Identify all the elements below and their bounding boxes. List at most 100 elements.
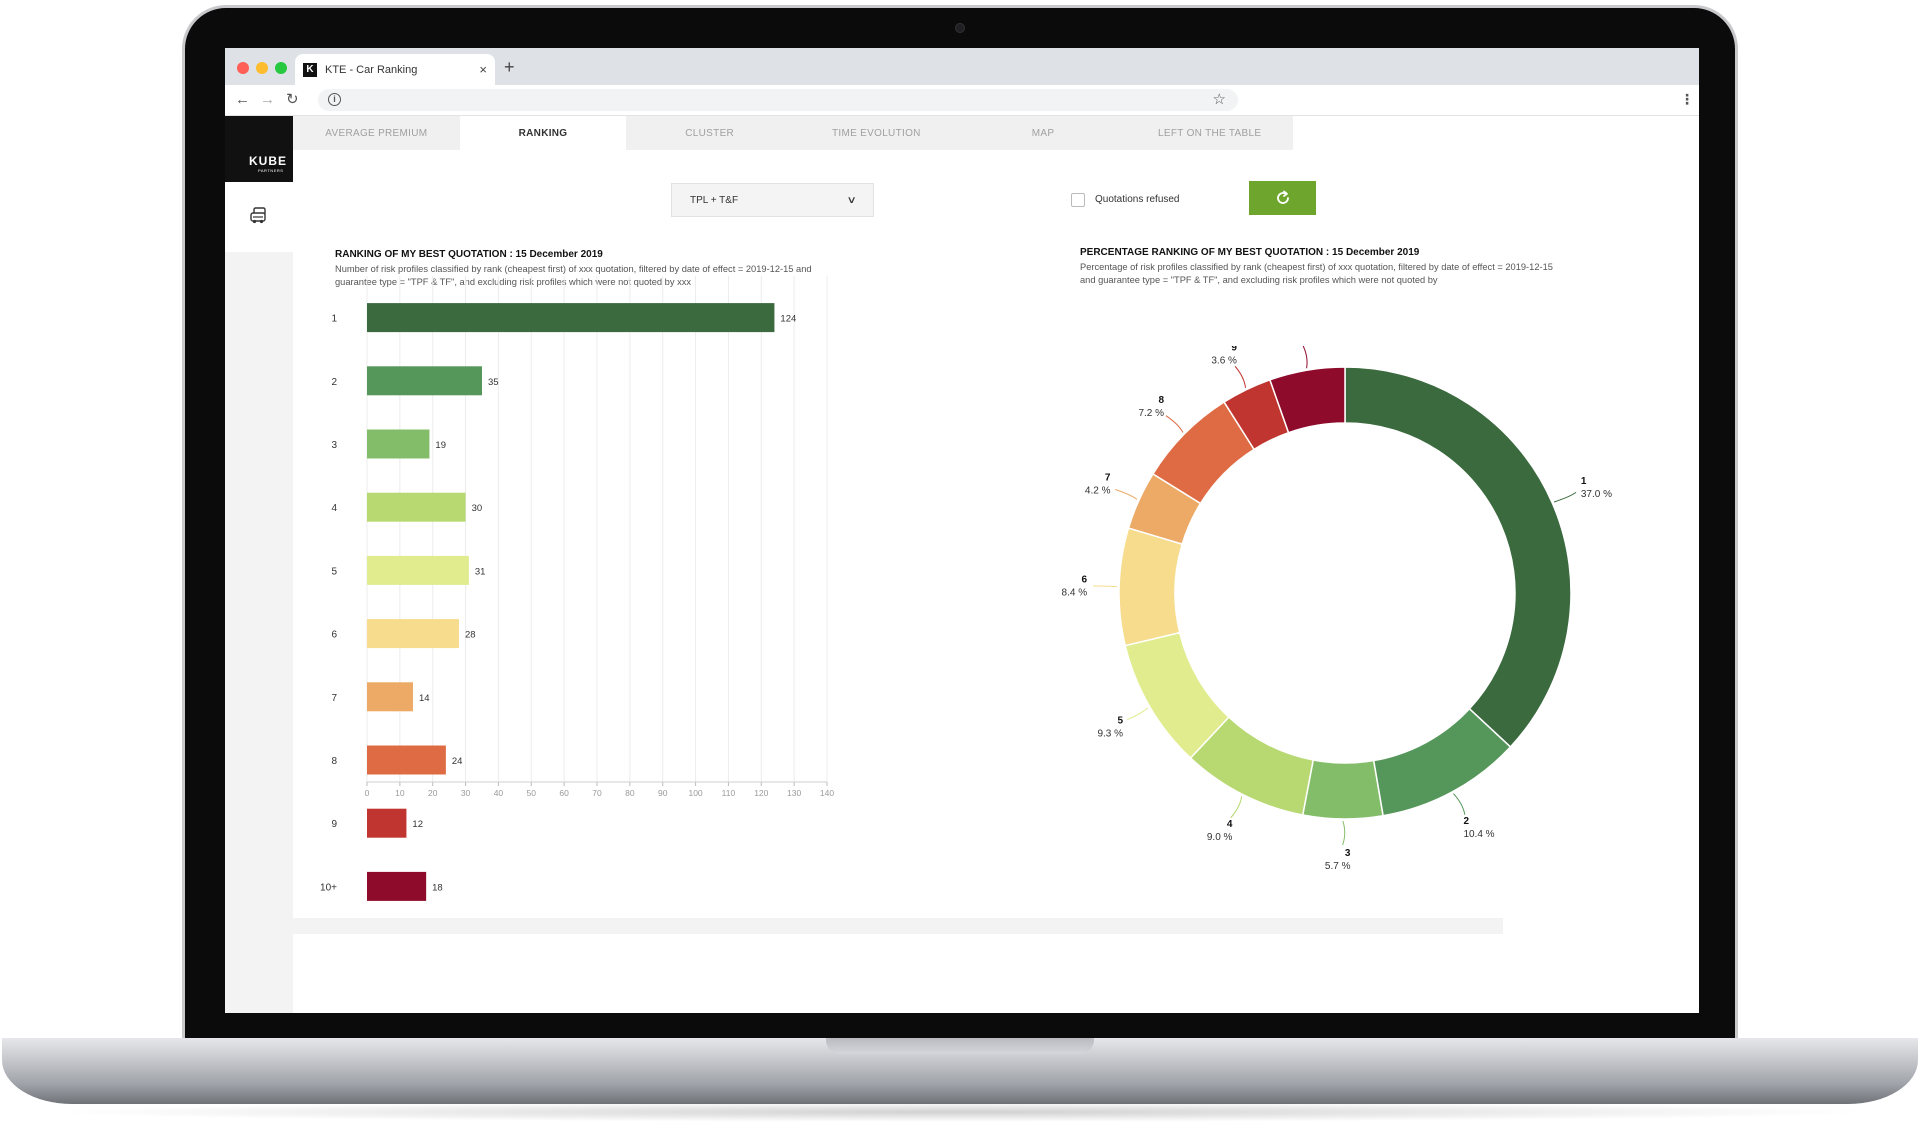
bookmark-star-icon[interactable]: ☆ (1212, 91, 1226, 108)
forward-icon[interactable]: → (260, 91, 275, 108)
tab-ranking[interactable]: RANKING (459, 116, 627, 150)
tab-time-evolution[interactable]: TIME EVOLUTION (832, 127, 921, 139)
bar-chart-title: RANKING OF MY BEST QUOTATION : 15 Decemb… (335, 249, 603, 260)
slice-percent-label: 8.4 % (1062, 587, 1088, 598)
refresh-icon (1276, 190, 1289, 204)
browser-menu-icon[interactable]: ⋮ (1680, 91, 1694, 107)
bar[interactable] (367, 303, 775, 333)
category-label: 3 (331, 440, 337, 451)
browser-tab[interactable]: K KTE - Car Ranking × (295, 54, 495, 85)
leader-line (1553, 491, 1577, 503)
bar[interactable] (367, 366, 482, 396)
x-tick-label: 0 (365, 788, 370, 798)
category-label: 4 (331, 503, 337, 514)
tab-left-on-the-table[interactable]: LEFT ON THE TABLE (1158, 127, 1262, 139)
bar-value-label: 19 (435, 440, 446, 451)
leader-line (1234, 365, 1247, 388)
donut-slice[interactable] (1118, 527, 1184, 647)
bar-value-label: 18 (432, 882, 443, 893)
close-window-button[interactable] (237, 62, 249, 74)
bar[interactable] (367, 429, 430, 459)
x-tick-label: 120 (754, 788, 768, 798)
category-label: 2 (331, 377, 337, 388)
laptop-notch (826, 1038, 1094, 1054)
bar[interactable] (367, 808, 407, 838)
bar-chart-subtitle-line1: Number of risk profiles classified by ra… (335, 264, 812, 274)
guarantee-type-select[interactable]: TPL + T&F ∨ (671, 183, 874, 217)
slice-category-label: 5 (1117, 716, 1123, 727)
slice-percent-label: 9.0 % (1207, 832, 1233, 843)
slice-percent-label: 10.4 % (1463, 829, 1494, 840)
leader-line (1165, 415, 1184, 433)
slice-category-label: 1 (1581, 476, 1587, 487)
maximize-window-button[interactable] (275, 62, 287, 74)
slice-percent-label: 5.7 % (1325, 861, 1351, 872)
donut-slice[interactable] (1268, 366, 1346, 434)
leader-line (1126, 707, 1149, 721)
bar-value-label: 124 (780, 314, 796, 325)
donut-slice[interactable] (1301, 759, 1384, 820)
info-icon[interactable]: i (328, 93, 341, 106)
camera (955, 23, 965, 33)
bar[interactable] (367, 555, 469, 585)
bar-value-label: 31 (475, 566, 486, 577)
address-bar[interactable]: i ☆ (318, 89, 1238, 111)
bar[interactable] (367, 492, 466, 522)
x-tick-label: 70 (592, 788, 602, 798)
x-tick-label: 30 (461, 788, 471, 798)
tab-map[interactable]: MAP (1031, 127, 1055, 139)
x-tick-label: 20 (428, 788, 438, 798)
app: KUBE PARTNERS AVERAGE PREMIUM RANKING CL… (225, 116, 1699, 1013)
leader-line (1453, 793, 1466, 815)
bar[interactable] (367, 619, 459, 649)
close-tab-icon[interactable]: × (479, 62, 487, 77)
donut-chart-subtitle-line2: and guarantee type = "TPF & TF", and exc… (1080, 275, 1438, 285)
category-label: 6 (331, 630, 337, 641)
x-tick-label: 130 (787, 788, 801, 798)
leader-line (1342, 820, 1346, 846)
back-icon[interactable]: ← (235, 91, 250, 108)
slice-percent-label: 4.2 % (1085, 486, 1111, 497)
bar[interactable] (367, 871, 427, 901)
slice-percent-label: 3.6 % (1211, 356, 1237, 367)
refresh-button[interactable] (1249, 181, 1316, 215)
category-label: 1 (331, 314, 337, 325)
quotations-refused-checkbox[interactable] (1071, 193, 1085, 207)
logo-subtext: PARTNERS (258, 168, 284, 173)
x-tick-label: 90 (658, 788, 668, 798)
slice-category-label: 9 (1231, 346, 1237, 354)
slice-percent-label: 7.2 % (1138, 408, 1164, 419)
leader-line (1302, 346, 1308, 369)
car-icon (250, 207, 266, 224)
minimize-window-button[interactable] (256, 62, 268, 74)
sidebar-item-car-ranking[interactable] (225, 182, 293, 252)
leader-line (1093, 585, 1118, 588)
slice-category-label: 8 (1158, 395, 1164, 406)
category-label: 5 (331, 566, 337, 577)
x-tick-label: 140 (820, 788, 834, 798)
sidebar: KUBE PARTNERS (225, 116, 293, 1013)
new-tab-button[interactable]: + (504, 57, 515, 77)
bar-value-label: 12 (412, 819, 423, 830)
x-tick-label: 80 (625, 788, 635, 798)
bar-value-label: 28 (465, 630, 476, 641)
bar[interactable] (367, 682, 413, 712)
donut-slice[interactable] (1344, 366, 1572, 749)
tab-cluster[interactable]: CLUSTER (685, 127, 735, 139)
leader-line (1115, 489, 1138, 500)
tab-average-premium[interactable]: AVERAGE PREMIUM (325, 127, 428, 139)
reload-icon[interactable]: ↻ (286, 91, 299, 108)
category-label: 8 (331, 756, 337, 767)
browser-tab-bar: K KTE - Car Ranking × + (225, 48, 1699, 85)
slice-percent-label: 9.3 % (1097, 729, 1123, 740)
x-tick-label: 50 (527, 788, 537, 798)
donut-chart-title: PERCENTAGE RANKING OF MY BEST QUOTATION … (1080, 247, 1420, 258)
slice-category-label: 4 (1227, 819, 1233, 830)
category-label: 7 (331, 693, 337, 704)
laptop-shadow (40, 1102, 1880, 1122)
footer-strip (293, 918, 1503, 934)
slice-category-label: 3 (1345, 848, 1351, 859)
bar[interactable] (367, 745, 446, 775)
slice-category-label: 2 (1463, 816, 1469, 827)
